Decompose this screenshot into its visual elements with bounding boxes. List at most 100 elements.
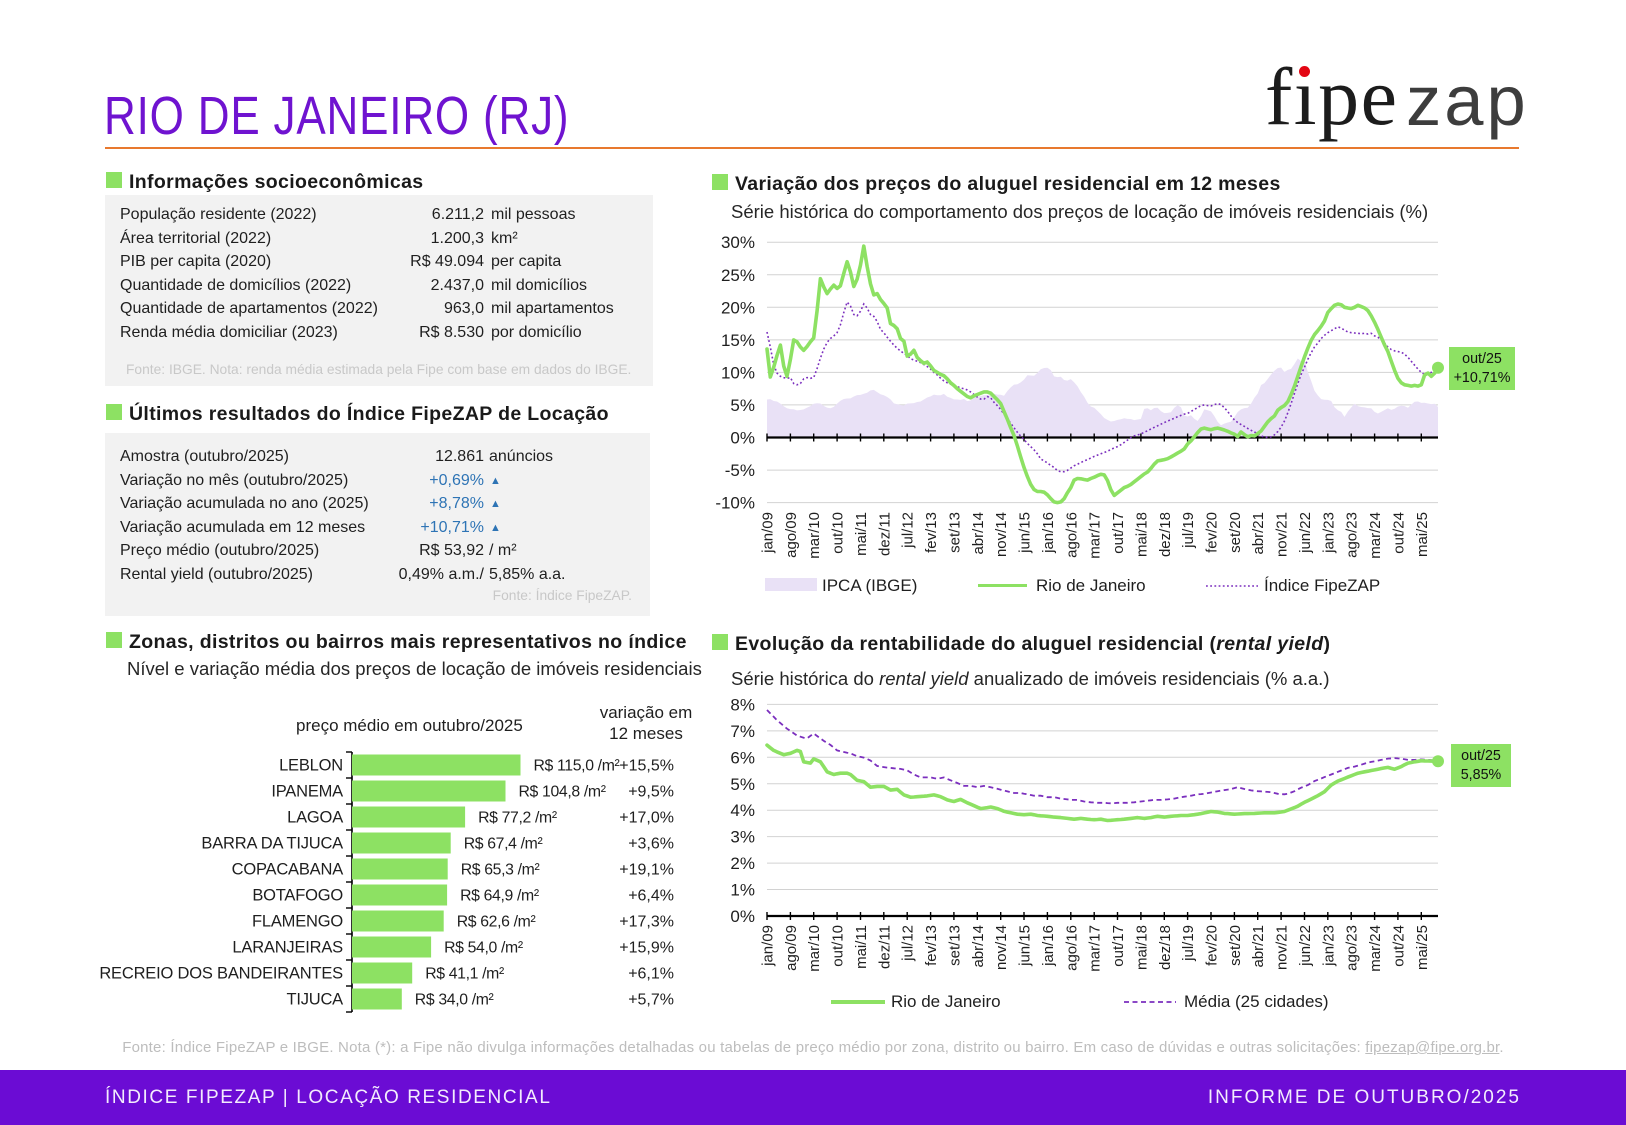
svg-text:5%: 5% bbox=[730, 775, 755, 794]
svg-text:+19,1%: +19,1% bbox=[619, 862, 674, 879]
svg-text:R$ 115,0 /m²: R$ 115,0 /m² bbox=[534, 758, 620, 775]
svg-text:FLAMENGO: FLAMENGO bbox=[252, 913, 343, 931]
svg-text:jan/09: jan/09 bbox=[760, 512, 777, 554]
svg-text:-10%: -10% bbox=[715, 494, 755, 513]
svg-text:set/13: set/13 bbox=[946, 512, 963, 553]
svg-text:+17,0%: +17,0% bbox=[619, 810, 674, 827]
svg-text:R$ 67,4 /m²: R$ 67,4 /m² bbox=[464, 836, 543, 853]
svg-text:+5,7%: +5,7% bbox=[628, 992, 674, 1009]
svg-text:nov/21: nov/21 bbox=[1274, 512, 1291, 557]
svg-text:ago/16: ago/16 bbox=[1063, 512, 1080, 558]
svg-text:mai/18: mai/18 bbox=[1133, 925, 1150, 970]
svg-text:25%: 25% bbox=[721, 266, 755, 285]
svg-text:+17,3%: +17,3% bbox=[619, 914, 674, 931]
svg-text:ago/23: ago/23 bbox=[1344, 512, 1361, 558]
svg-text:jul/19: jul/19 bbox=[1180, 925, 1197, 962]
svg-text:20%: 20% bbox=[721, 298, 755, 317]
svg-text:jan/23: jan/23 bbox=[1320, 925, 1337, 967]
svg-text:RECREIO DOS BANDEIRANTES: RECREIO DOS BANDEIRANTES bbox=[99, 965, 343, 983]
svg-text:COPACABANA: COPACABANA bbox=[232, 861, 344, 879]
svg-text:LAGOA: LAGOA bbox=[287, 809, 343, 827]
svg-text:fev/20: fev/20 bbox=[1204, 925, 1221, 966]
svg-text:5,85%: 5,85% bbox=[1461, 767, 1502, 783]
svg-text:mai/11: mai/11 bbox=[853, 512, 870, 556]
svg-text:abr/21: abr/21 bbox=[1250, 512, 1267, 555]
svg-text:nov/14: nov/14 bbox=[993, 512, 1010, 557]
svg-text:mai/25: mai/25 bbox=[1414, 512, 1431, 557]
svg-text:R$ 62,6 /m²: R$ 62,6 /m² bbox=[457, 914, 536, 931]
svg-text:jun/15: jun/15 bbox=[1017, 512, 1034, 554]
svg-text:-5%: -5% bbox=[725, 461, 755, 480]
svg-text:jun/22: jun/22 bbox=[1297, 925, 1314, 967]
svg-text:+9,5%: +9,5% bbox=[628, 784, 674, 801]
svg-text:set/20: set/20 bbox=[1227, 925, 1244, 966]
svg-text:jan/16: jan/16 bbox=[1040, 925, 1057, 967]
svg-text:mar/10: mar/10 bbox=[806, 925, 823, 972]
svg-text:jul/19: jul/19 bbox=[1180, 512, 1197, 549]
svg-text:nov/21: nov/21 bbox=[1274, 925, 1291, 970]
svg-text:out/25: out/25 bbox=[1462, 351, 1502, 367]
svg-text:ago/09: ago/09 bbox=[783, 925, 800, 971]
svg-text:BOTAFOGO: BOTAFOGO bbox=[252, 887, 343, 905]
svg-text:mar/10: mar/10 bbox=[806, 512, 823, 559]
svg-text:10%: 10% bbox=[721, 363, 755, 382]
svg-text:out/10: out/10 bbox=[830, 925, 847, 967]
svg-text:+15,5%: +15,5% bbox=[619, 758, 674, 775]
svg-text:mar/17: mar/17 bbox=[1087, 512, 1104, 559]
svg-text:5%: 5% bbox=[730, 396, 755, 415]
svg-text:jul/12: jul/12 bbox=[900, 925, 917, 962]
svg-text:mar/24: mar/24 bbox=[1367, 512, 1384, 559]
svg-text:3%: 3% bbox=[730, 828, 755, 847]
svg-text:mai/18: mai/18 bbox=[1133, 512, 1150, 557]
svg-text:mai/11: mai/11 bbox=[853, 925, 870, 969]
svg-text:8%: 8% bbox=[730, 695, 755, 714]
svg-text:R$ 77,2 /m²: R$ 77,2 /m² bbox=[478, 810, 557, 827]
svg-text:out/24: out/24 bbox=[1390, 925, 1407, 967]
svg-text:R$ 41,1 /m²: R$ 41,1 /m² bbox=[425, 966, 504, 983]
svg-text:0%: 0% bbox=[730, 429, 755, 448]
svg-text:dez/18: dez/18 bbox=[1157, 925, 1174, 970]
svg-text:out/10: out/10 bbox=[830, 512, 847, 554]
svg-text:LARANJEIRAS: LARANJEIRAS bbox=[232, 939, 343, 957]
svg-text:+6,4%: +6,4% bbox=[628, 888, 674, 905]
svg-text:IPANEMA: IPANEMA bbox=[271, 783, 343, 801]
svg-text:dez/11: dez/11 bbox=[876, 512, 893, 556]
svg-text:R$ 34,0 /m²: R$ 34,0 /m² bbox=[415, 992, 494, 1009]
svg-text:jan/09: jan/09 bbox=[760, 925, 777, 967]
svg-text:out/25: out/25 bbox=[1461, 748, 1501, 764]
svg-text:R$ 64,9 /m²: R$ 64,9 /m² bbox=[460, 888, 539, 905]
svg-text:ago/09: ago/09 bbox=[783, 512, 800, 558]
svg-text:set/13: set/13 bbox=[946, 925, 963, 966]
svg-text:jan/23: jan/23 bbox=[1320, 512, 1337, 554]
svg-text:0%: 0% bbox=[730, 907, 755, 926]
svg-text:R$ 65,3 /m²: R$ 65,3 /m² bbox=[461, 862, 540, 879]
svg-text:30%: 30% bbox=[721, 233, 755, 252]
svg-text:1%: 1% bbox=[730, 881, 755, 900]
svg-text:mar/24: mar/24 bbox=[1367, 925, 1384, 972]
svg-text:dez/18: dez/18 bbox=[1157, 512, 1174, 557]
svg-text:+10,71%: +10,71% bbox=[1454, 370, 1511, 386]
svg-text:mar/17: mar/17 bbox=[1087, 925, 1104, 972]
svg-text:TIJUCA: TIJUCA bbox=[286, 991, 343, 1009]
svg-text:ago/23: ago/23 bbox=[1344, 925, 1361, 971]
svg-text:BARRA DA TIJUCA: BARRA DA TIJUCA bbox=[201, 835, 343, 853]
svg-text:+15,9%: +15,9% bbox=[619, 940, 674, 957]
svg-text:fev/20: fev/20 bbox=[1204, 512, 1221, 553]
svg-text:dez/11: dez/11 bbox=[876, 925, 893, 969]
svg-text:out/17: out/17 bbox=[1110, 512, 1127, 554]
svg-text:abr/14: abr/14 bbox=[970, 512, 987, 555]
svg-text:mai/25: mai/25 bbox=[1414, 925, 1431, 970]
svg-text:2%: 2% bbox=[730, 854, 755, 873]
svg-text:4%: 4% bbox=[730, 801, 755, 820]
svg-text:fev/13: fev/13 bbox=[923, 512, 940, 553]
svg-text:+6,1%: +6,1% bbox=[628, 966, 674, 983]
svg-text:R$ 54,0 /m²: R$ 54,0 /m² bbox=[444, 940, 523, 957]
svg-text:abr/21: abr/21 bbox=[1250, 925, 1267, 968]
svg-text:jun/15: jun/15 bbox=[1017, 925, 1034, 967]
svg-text:R$ 104,8 /m²: R$ 104,8 /m² bbox=[519, 784, 606, 801]
svg-text:7%: 7% bbox=[730, 722, 755, 741]
svg-text:jul/12: jul/12 bbox=[900, 512, 917, 549]
svg-text:ago/16: ago/16 bbox=[1063, 925, 1080, 971]
svg-text:fev/13: fev/13 bbox=[923, 925, 940, 966]
svg-text:abr/14: abr/14 bbox=[970, 925, 987, 968]
